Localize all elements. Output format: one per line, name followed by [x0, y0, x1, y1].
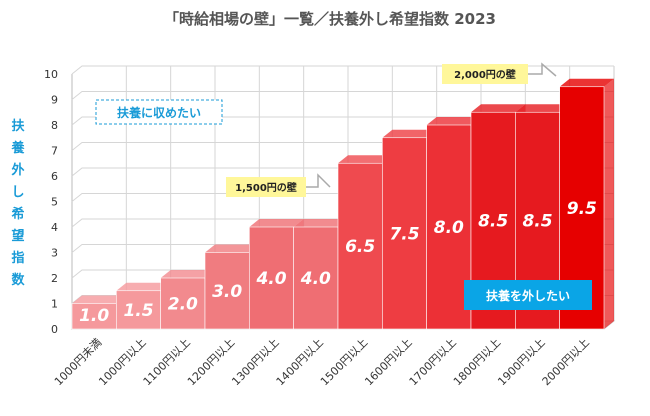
value-label: 4.0: [300, 269, 331, 289]
value-label: 8.0: [434, 218, 464, 238]
leave-dependent-label: 扶養を外したい: [486, 288, 570, 303]
y-tick-label: 0: [51, 323, 58, 336]
value-label: 8.5: [478, 212, 508, 232]
y-axis-ticks: 0 1 2 3 4 5 6 7 8 9 10: [44, 68, 58, 336]
bar-top: [205, 244, 260, 253]
bar-top: [249, 219, 304, 227]
y-tick-label: 3: [51, 247, 58, 260]
bar-3: [160, 270, 215, 330]
annotation-keep-dependent: 扶養に収めたい: [95, 99, 223, 125]
bar-top: [471, 104, 526, 113]
value-label: 8.5: [522, 212, 552, 232]
bar-front: [382, 137, 427, 330]
y-tick-label: 10: [44, 68, 58, 81]
bar-top: [559, 78, 614, 87]
annotation-wall-2000: 2,000円の壁: [442, 62, 557, 84]
bar-front: [293, 226, 339, 330]
bar-top: [116, 282, 171, 291]
y-tick-label: 1: [51, 298, 58, 311]
value-label: 6.5: [345, 237, 375, 257]
value-label: 7.5: [389, 224, 419, 244]
y-axis-title: 扶養外し希望指数: [10, 118, 25, 288]
bar-front: [116, 290, 161, 330]
bar-front: [337, 162, 383, 330]
value-label: 3.0: [212, 282, 242, 302]
chart-title: 「時給相場の壁」一覧／扶養外し希望指数 2023: [164, 10, 496, 28]
bar-top: [160, 270, 215, 278]
y-tick-label: 2: [51, 272, 58, 285]
y-tick-label: 9: [51, 94, 58, 107]
value-label: 9.5: [567, 199, 597, 219]
y-tick-label: 8: [51, 119, 58, 132]
bar-top: [426, 117, 481, 125]
bar-side: [604, 78, 614, 329]
y-tick-label: 7: [51, 145, 58, 158]
x-axis-ticks: 1000円未満1000円以上1100円以上1200円以上1300円以上1400円…: [52, 336, 592, 388]
grid-line: [71, 65, 614, 75]
bar-top: [515, 104, 570, 113]
keep-dependent-label: 扶養に収めたい: [117, 105, 201, 120]
bar-1: [71, 295, 127, 330]
bar-top: [72, 295, 127, 304]
y-tick-label: 6: [51, 170, 58, 183]
value-label: 1.5: [123, 301, 153, 321]
wall-2000-label: 2,000円の壁: [454, 68, 516, 81]
annotation-leave-dependent: 扶養を外したい: [464, 280, 592, 310]
grid-line: [71, 91, 614, 100]
value-label: 1.0: [79, 306, 109, 326]
value-labels: 1.0 1.5 2.0 3.0 4.0 4.0 6.5 7.5 8.0 8.5 8.5 9.5: [79, 199, 597, 326]
value-label: 4.0: [255, 269, 286, 289]
annotation-wall-1500: 1,500円の壁: [226, 173, 331, 197]
bar-front: [249, 226, 294, 330]
bar-front: [160, 277, 206, 330]
y-tick-label: 5: [51, 196, 58, 209]
y-axis-label: 扶養外し希望指数: [10, 118, 25, 288]
bar-top: [293, 219, 348, 227]
bar-top: [382, 129, 437, 138]
bar-front: [204, 252, 250, 330]
x-tick-label: 2000円以上: [540, 336, 592, 388]
value-label: 2.0: [168, 295, 198, 315]
bar-top: [338, 155, 393, 164]
y-tick-label: 4: [51, 221, 58, 234]
wall-1500-label: 1,500円の壁: [235, 181, 297, 194]
